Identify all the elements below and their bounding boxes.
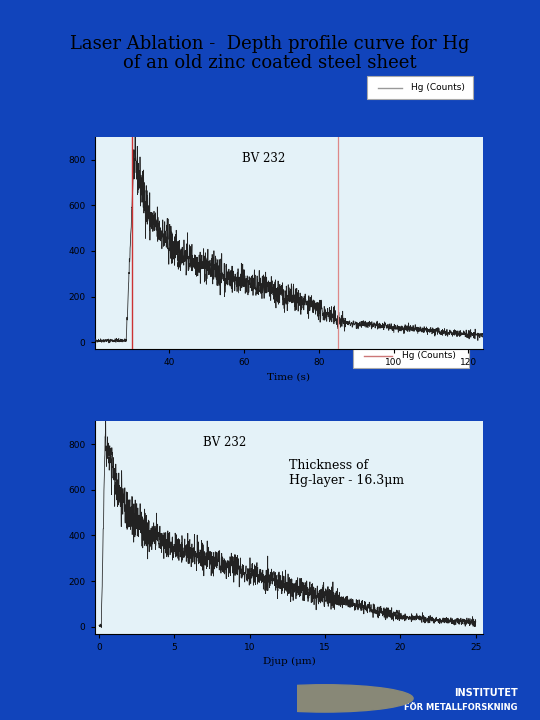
- Text: INSTITUTET: INSTITUTET: [454, 688, 518, 698]
- X-axis label: Time (s): Time (s): [267, 373, 310, 382]
- FancyBboxPatch shape: [353, 344, 469, 368]
- FancyBboxPatch shape: [367, 76, 474, 99]
- X-axis label: Djup (μm): Djup (μm): [262, 657, 315, 666]
- Text: BV 232: BV 232: [242, 152, 286, 165]
- Text: of an old zinc coated steel sheet: of an old zinc coated steel sheet: [123, 55, 417, 73]
- Text: Hg (Counts): Hg (Counts): [411, 83, 465, 92]
- Text: Laser Ablation -  Depth profile curve for Hg: Laser Ablation - Depth profile curve for…: [70, 35, 470, 53]
- Text: Hg (Counts): Hg (Counts): [402, 351, 455, 360]
- Text: FÖR METALLFORSKNING: FÖR METALLFORSKNING: [404, 703, 518, 712]
- Text: Thickness of
Hg-layer - 16.3μm: Thickness of Hg-layer - 16.3μm: [289, 459, 404, 487]
- Circle shape: [237, 685, 413, 712]
- Text: BV 232: BV 232: [204, 436, 247, 449]
